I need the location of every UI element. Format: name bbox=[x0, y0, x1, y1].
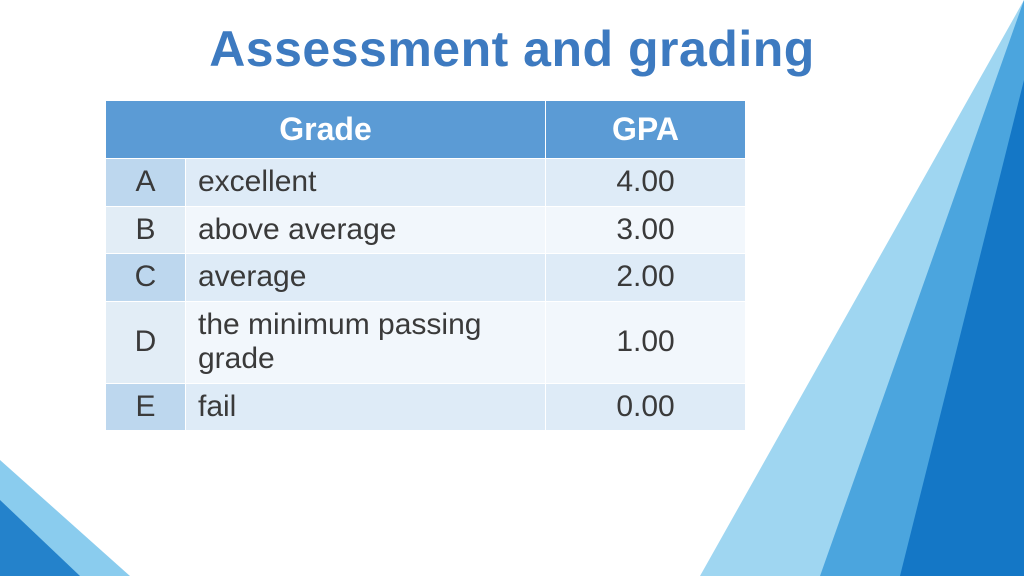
grading-table-container: Grade GPA Aexcellent4.00Babove average3.… bbox=[105, 100, 745, 431]
table-body: Aexcellent4.00Babove average3.00Caverage… bbox=[106, 159, 746, 431]
grade-letter: C bbox=[106, 254, 186, 302]
table-row: Babove average3.00 bbox=[106, 206, 746, 254]
grade-letter: D bbox=[106, 301, 186, 383]
header-gpa: GPA bbox=[546, 101, 746, 159]
grade-gpa: 0.00 bbox=[546, 383, 746, 431]
table-header-row: Grade GPA bbox=[106, 101, 746, 159]
grade-description: the minimum passing grade bbox=[186, 301, 546, 383]
grade-gpa: 4.00 bbox=[546, 159, 746, 207]
grade-letter: B bbox=[106, 206, 186, 254]
table-row: Efail0.00 bbox=[106, 383, 746, 431]
grade-letter: E bbox=[106, 383, 186, 431]
grade-letter: A bbox=[106, 159, 186, 207]
table-row: Aexcellent4.00 bbox=[106, 159, 746, 207]
table-row: Dthe minimum passing grade1.00 bbox=[106, 301, 746, 383]
grade-description: average bbox=[186, 254, 546, 302]
grade-gpa: 3.00 bbox=[546, 206, 746, 254]
grade-description: fail bbox=[186, 383, 546, 431]
slide: Assessment and grading Grade GPA Aexcell… bbox=[0, 0, 1024, 576]
grade-description: above average bbox=[186, 206, 546, 254]
table-row: Caverage2.00 bbox=[106, 254, 746, 302]
grade-gpa: 1.00 bbox=[546, 301, 746, 383]
header-grade: Grade bbox=[106, 101, 546, 159]
grade-gpa: 2.00 bbox=[546, 254, 746, 302]
grade-description: excellent bbox=[186, 159, 546, 207]
grading-table: Grade GPA Aexcellent4.00Babove average3.… bbox=[105, 100, 746, 431]
slide-title: Assessment and grading bbox=[0, 20, 1024, 78]
